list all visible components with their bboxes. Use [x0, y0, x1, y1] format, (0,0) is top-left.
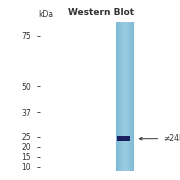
Bar [132, 22, 133, 171]
Bar [119, 22, 120, 171]
Bar [117, 22, 118, 171]
Bar [120, 22, 121, 171]
Text: Western Blot: Western Blot [68, 8, 134, 17]
Bar [131, 22, 132, 171]
Bar [117, 22, 118, 171]
Bar [125, 22, 126, 171]
Bar [120, 22, 121, 171]
Bar [130, 22, 131, 171]
Bar [123, 22, 124, 171]
Bar [131, 22, 132, 171]
Bar [121, 22, 122, 171]
Bar [127, 22, 128, 171]
Bar [124, 22, 125, 171]
Text: ≠24kDa: ≠24kDa [139, 134, 180, 143]
Bar [124, 22, 125, 171]
Bar [117, 136, 130, 141]
Bar [122, 22, 123, 171]
Bar [126, 22, 127, 171]
Bar [118, 22, 119, 171]
Bar [116, 22, 117, 171]
Bar [133, 22, 134, 171]
Text: kDa: kDa [38, 10, 53, 19]
Bar [121, 22, 122, 171]
Bar [127, 22, 128, 171]
Bar [130, 22, 131, 171]
Bar [116, 22, 117, 171]
Bar [128, 22, 129, 171]
Bar [129, 22, 130, 171]
Bar [128, 22, 129, 171]
Bar [123, 22, 124, 171]
